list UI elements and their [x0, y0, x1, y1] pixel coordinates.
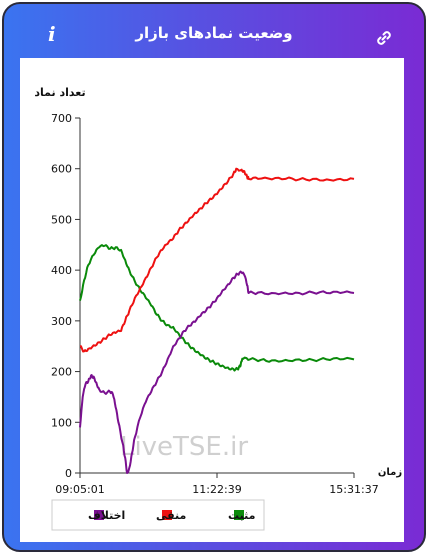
legend-swatch [94, 510, 104, 520]
legend-label[interactable]: مثبت [228, 509, 255, 522]
legend-label[interactable]: اختلاف [88, 509, 125, 522]
watermark: LiveTSE.ir [120, 432, 248, 462]
y-tick-label: 700 [51, 112, 72, 125]
x-tick-label: 09:05:01 [55, 483, 104, 496]
chart-card: تعداد نماد زمان LiveTSE.ir 0 100 200 300 400… [20, 58, 404, 542]
y-axis-label: تعداد نماد [34, 86, 85, 99]
y-tick-label: 600 [51, 163, 72, 176]
y-tick-label: 100 [51, 416, 72, 429]
series-line-3 [79, 270, 355, 474]
series-line-2 [80, 167, 355, 353]
link-icon[interactable] [374, 28, 394, 48]
y-tick-label: 0 [65, 467, 72, 480]
chart-axes: 0 100 200 300 400 500 600 700 09:05:01 11:22:39 15… [51, 112, 379, 496]
x-tick-label: 15:31:37 [329, 483, 378, 496]
legend-label[interactable]: منفی [156, 509, 186, 522]
y-tick-label: 400 [51, 264, 72, 277]
y-tick-label: 200 [51, 366, 72, 379]
info-icon[interactable]: i [48, 22, 56, 46]
legend: مثبت منفی اختلاف [51, 499, 265, 531]
market-symbols-chart: تعداد نماد زمان LiveTSE.ir 0 100 200 300 400… [34, 86, 402, 531]
legend-swatch [234, 510, 244, 520]
widget-title: وضعیت نمادهای بازار [135, 24, 293, 42]
y-tick-label: 500 [51, 213, 72, 226]
series-line-1 [79, 244, 355, 372]
legend-swatch [162, 510, 172, 520]
x-tick-label: 11:22:39 [192, 483, 241, 496]
x-axis-label: زمان [378, 467, 402, 478]
series-layer [79, 167, 355, 474]
y-tick-label: 300 [51, 315, 72, 328]
